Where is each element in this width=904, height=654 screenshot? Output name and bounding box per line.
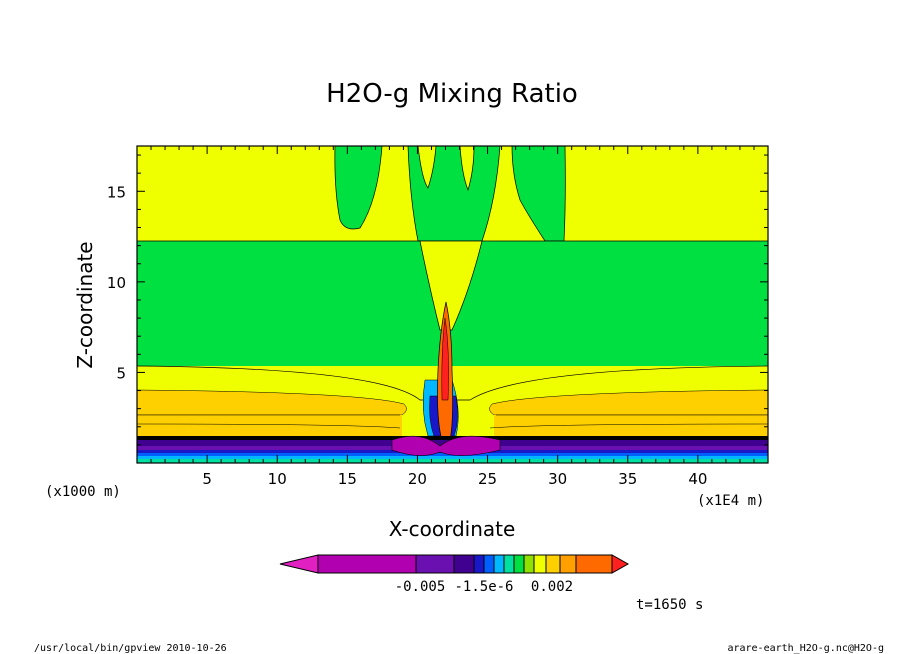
x-tick-label: 20 (408, 470, 427, 488)
x-tick-label: 15 (338, 470, 357, 488)
colorbar-label-0: -0.005 (395, 579, 446, 595)
lower-orange-band (137, 389, 407, 416)
upper-green-lobe-left (334, 146, 383, 230)
colorbar-segment (559, 554, 577, 574)
axis-ticks (137, 146, 768, 463)
upper-green-lobe-right (511, 146, 566, 242)
central-yellow-plume (419, 240, 483, 331)
colorbar-label-2: 0.002 (531, 579, 573, 595)
y-tick-label: 10 (107, 274, 126, 292)
x-tick-label: 10 (268, 470, 287, 488)
colorbar-left-arrow (279, 554, 319, 574)
footer-left: /usr/local/bin/gpview 2010-10-26 (34, 643, 227, 654)
colorbar-segment (473, 554, 485, 574)
x-axis-label: X-coordinate (389, 517, 516, 541)
x-tick-label: 25 (478, 470, 497, 488)
footer-right: arare-earth_H2O-g.nc@H2O-g (727, 643, 884, 654)
colorbar-segment (317, 554, 417, 574)
colorbar-right-arrow (611, 554, 630, 574)
y-tick-labels: 5 10 15 (107, 183, 126, 382)
surface-disturbance (391, 435, 501, 456)
surface-band-6 (137, 456, 768, 459)
colorbar-segment (483, 554, 495, 574)
surface-band-1 (137, 436, 768, 440)
x-unit-label: (x1E4 m) (697, 493, 764, 509)
colorbar-labels: -0.005 -1.5e-6 0.002 (395, 579, 573, 595)
colorbar-segment (533, 554, 547, 574)
y-axis-label: Z-coordinate (73, 241, 97, 368)
time-label: t=1650 s (636, 597, 703, 613)
y-tick-label: 15 (107, 183, 126, 201)
colorbar (279, 554, 630, 574)
colorbar-segment (575, 554, 613, 574)
central-red-core (441, 317, 449, 401)
colorbar-segment (453, 554, 475, 574)
x-tick-label: 5 (202, 470, 212, 488)
chart-title: H2O-g Mixing Ratio (326, 79, 578, 109)
surface-band-7 (137, 459, 768, 463)
x-tick-labels: 5 10 15 20 25 30 35 40 (202, 470, 707, 488)
y-tick-label: 5 (116, 364, 126, 382)
colorbar-segment (513, 554, 525, 574)
colorbar-segment (503, 554, 515, 574)
colorbar-segment (493, 554, 505, 574)
x-tick-label: 40 (688, 470, 707, 488)
y-unit-label: (x1000 m) (45, 484, 121, 500)
plot-frame (136, 145, 769, 464)
x-tick-label: 35 (618, 470, 637, 488)
colorbar-segment (545, 554, 561, 574)
colorbar-segment (415, 554, 455, 574)
colorbar-segment (523, 554, 535, 574)
contour-field (137, 146, 768, 463)
colorbar-label-1: -1.5e-6 (454, 579, 513, 595)
x-tick-label: 30 (548, 470, 567, 488)
